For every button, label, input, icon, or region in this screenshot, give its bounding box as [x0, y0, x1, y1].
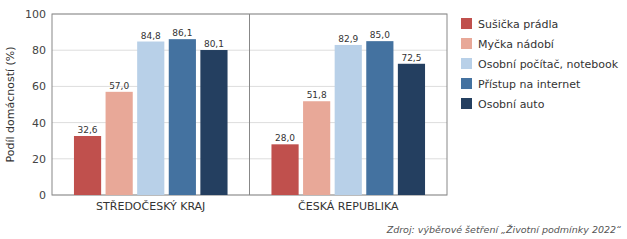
data-label: 28,0 — [275, 133, 295, 143]
legend-swatch — [461, 78, 472, 89]
bar — [106, 92, 133, 195]
legend-swatch — [461, 98, 472, 109]
data-label: 80,1 — [204, 39, 224, 49]
y-tick-label: 0 — [39, 189, 46, 202]
source-note: Zdroj: výběrové šetření „Životní podmínk… — [386, 224, 621, 235]
legend-label: Osobní auto — [478, 98, 545, 111]
chart: 0 20 40 60 80 100 32,6 57,0 84,8 86,1 80,1 28,0 51,8… — [0, 0, 627, 239]
bar — [200, 50, 227, 195]
y-axis-label: Podíl domácností (%) — [4, 46, 17, 162]
bar — [137, 42, 164, 195]
data-label: 51,8 — [307, 90, 327, 100]
y-tick-label: 40 — [32, 117, 46, 130]
data-label: 57,0 — [109, 81, 129, 91]
data-label: 72,5 — [401, 53, 421, 63]
data-label: 84,8 — [141, 31, 161, 41]
legend: Sušička prádla Myčka nádobí Osobní počítač… — [461, 18, 619, 111]
bar — [303, 101, 330, 195]
data-label: 82,9 — [338, 34, 358, 44]
legend-swatch — [461, 18, 472, 29]
data-label: 32,6 — [78, 125, 98, 135]
x-tick-label: STŘEDOČESKÝ KRAJ — [96, 200, 205, 213]
legend-label: Sušička prádla — [478, 18, 558, 31]
legend-label: Přístup na internet — [478, 78, 581, 91]
y-tick-label: 20 — [32, 153, 46, 166]
legend-swatch — [461, 38, 472, 49]
bar — [169, 39, 196, 195]
legend-label: Osobní počítač, notebook — [478, 58, 619, 71]
bar — [74, 136, 101, 195]
grid — [52, 14, 447, 195]
y-tick-label: 60 — [32, 80, 46, 93]
bar — [366, 41, 393, 195]
chart-container: 0 20 40 60 80 100 32,6 57,0 84,8 86,1 80,1 28,0 51,8… — [0, 0, 627, 239]
legend-swatch — [461, 58, 472, 69]
y-tick-label: 80 — [32, 44, 46, 57]
bar — [335, 45, 362, 195]
legend-label: Myčka nádobí — [478, 38, 555, 51]
plot-frame — [52, 14, 447, 195]
data-label: 86,1 — [172, 28, 192, 38]
y-tick-label: 100 — [25, 8, 46, 21]
bar — [271, 144, 298, 195]
group-separator — [249, 14, 250, 195]
x-tick-label: ČESKÁ REPUBLIKA — [298, 200, 399, 213]
data-label: 85,0 — [370, 30, 390, 40]
bar — [398, 64, 425, 195]
